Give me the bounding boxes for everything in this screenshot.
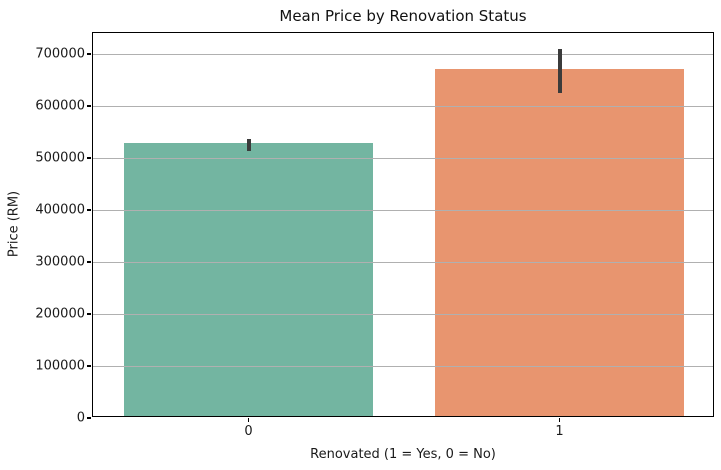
y-gridline — [93, 53, 713, 55]
y-tick-mark — [87, 209, 91, 211]
y-tick-mark — [87, 53, 91, 55]
y-tick-label: 600000 — [35, 98, 85, 114]
y-tick-label: 200000 — [35, 306, 85, 322]
y-axis-label: Price (RM) — [6, 190, 22, 258]
plot-area: 0 100000 200000 300000 400000 500000 600000 700… — [35, 32, 714, 439]
y-tick-mark — [87, 261, 91, 263]
x-tick-label: 0 — [244, 424, 253, 439]
y-tick-label: 400000 — [35, 202, 85, 218]
y-tick-label: 300000 — [35, 254, 85, 270]
x-tick-label: 1 — [555, 424, 564, 439]
y-tick-label: 0 — [76, 410, 85, 426]
y-tick-label: 700000 — [35, 46, 85, 62]
y-gridline — [93, 209, 713, 212]
y-gridline — [93, 313, 713, 316]
y-tick-mark — [87, 365, 91, 367]
y-gridline — [93, 261, 713, 264]
chart-title: Mean Price by Renovation Status — [279, 7, 527, 25]
x-tick-mark — [558, 418, 561, 422]
bar-category-1 — [435, 68, 684, 416]
y-tick-label: 500000 — [35, 150, 85, 166]
y-gridline — [93, 365, 713, 368]
y-tick-mark — [87, 105, 91, 107]
y-gridline — [93, 105, 713, 108]
y-tick-mark — [87, 157, 91, 159]
error-bar-category-0 — [246, 139, 251, 151]
y-tick-mark — [87, 313, 91, 315]
y-tick-mark — [87, 417, 91, 419]
y-gridline — [93, 157, 713, 160]
y-tick-label: 100000 — [35, 358, 85, 374]
x-axis-label: Renovated (1 = Yes, 0 = No) — [310, 447, 496, 462]
error-bar-category-1 — [557, 48, 562, 93]
x-tick-mark — [247, 418, 250, 422]
bar-category-0 — [124, 142, 373, 416]
